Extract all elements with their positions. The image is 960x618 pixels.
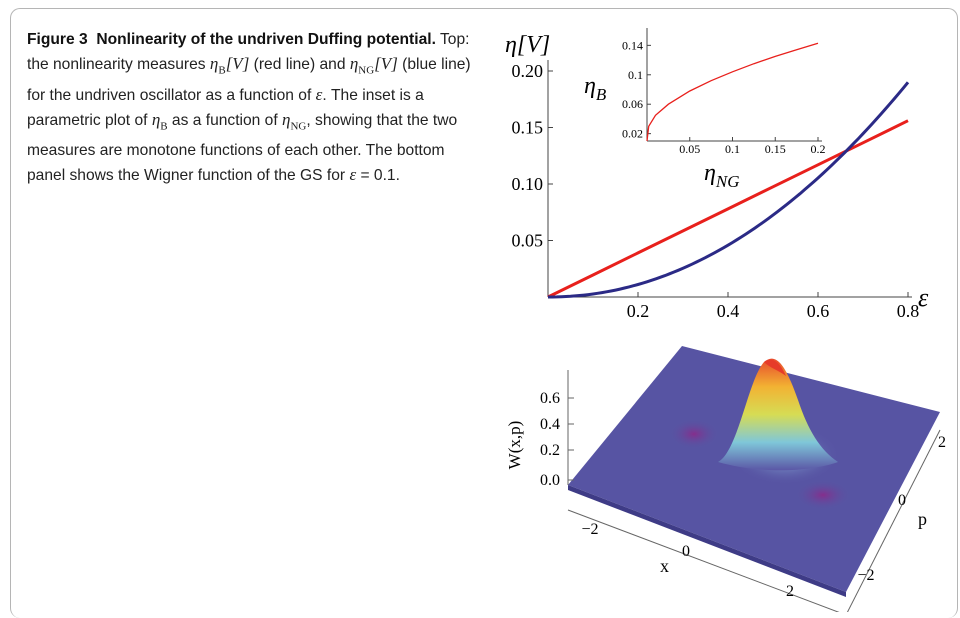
wigner-plabel: p [918, 509, 927, 529]
wigner-dip-right [795, 480, 851, 510]
inset-series-line [646, 42, 819, 142]
inset-axes [646, 28, 822, 142]
wigner-3d-plot: 0.0 0.2 0.4 0.6 W(x,p) −2 0 2 x 2 0 −2 p [505, 346, 946, 612]
inset-xtick-label: 0.05 [679, 142, 700, 156]
figure-caption: Figure 3 Nonlinearity of the undriven Du… [27, 28, 482, 188]
caption-text-3: (blue line) for the undriven oscillator … [27, 55, 471, 104]
inset-xlabel: ηNG [704, 160, 740, 191]
wigner-zlabel: W(x,p) [505, 421, 524, 470]
wigner-ptick-label: −2 [857, 567, 874, 584]
inset-ylabel: ηB [584, 73, 607, 104]
symbol-eta-b: ηB[V] [209, 53, 250, 77]
inset-ytick-label: 0.06 [622, 97, 643, 111]
wigner-ztick-label: 0.4 [540, 416, 560, 433]
wigner-ptick-label: 0 [898, 492, 906, 509]
main-xtick-label: 0.4 [717, 301, 740, 321]
series-line-eta-ng [548, 81, 910, 299]
figure-label: Figure 3 [27, 31, 88, 48]
inset-ytick-label: 0.1 [628, 68, 643, 82]
wigner-dip-left [669, 419, 719, 449]
wigner-ptick-label: 2 [938, 434, 946, 451]
inset-xtick-label: 0.15 [765, 142, 786, 156]
symbol-epsilon: ε [315, 84, 323, 104]
inset-xtick-label: 0.1 [725, 142, 740, 156]
caption-text-4: . The inset is a parametric plot of [27, 86, 424, 129]
main-xtick-label: 0.6 [807, 301, 830, 321]
caption-text-1: Top: the nonlinearity measures [27, 31, 470, 73]
caption-text-2: (red line) and [249, 55, 350, 73]
caption-text-6: , showing that the two measures are mono… [27, 111, 458, 184]
main-ylabel: η[V] [505, 32, 550, 58]
main-axes [547, 60, 912, 298]
figure-title: Nonlinearity of the undriven Duffing pot… [96, 31, 436, 48]
inset-xtick-label: 0.2 [811, 142, 826, 156]
wigner-ztick-label: 0.0 [540, 472, 560, 489]
top-chart: 0.05 0.10 0.15 0.20 0.2 0.4 0.6 0.8 η[V] ε 0.0… [505, 28, 929, 321]
wigner-xtick-label: −2 [581, 521, 598, 538]
main-xtick-label: 0.2 [627, 301, 650, 321]
wigner-xlabel: x [660, 556, 669, 576]
main-xtick-label: 0.8 [897, 301, 920, 321]
wigner-xtick-label: 0 [682, 543, 690, 560]
caption-text-7: = 0.1. [356, 166, 400, 184]
symbol-eta-ng-2: ηNG [282, 109, 307, 133]
inset-ytick-label: 0.02 [622, 127, 643, 141]
wigner-peak [718, 358, 838, 471]
main-xlabel: ε [918, 283, 929, 312]
figure-frame [10, 8, 958, 618]
caption-text-5: as a function of [167, 111, 283, 129]
symbol-eta-b-2: ηB [151, 109, 168, 133]
wigner-ztick-label: 0.2 [540, 442, 560, 459]
main-ytick-label: 0.05 [512, 231, 544, 251]
inset-ytick-label: 0.14 [622, 38, 643, 52]
main-ytick-label: 0.15 [512, 118, 544, 138]
main-ytick-label: 0.20 [512, 61, 544, 81]
wigner-ztick-label: 0.6 [540, 390, 560, 407]
wigner-xtick-label: 2 [786, 583, 794, 600]
symbol-eta-ng: ηNG[V] [349, 53, 398, 77]
main-ytick-label: 0.10 [512, 174, 544, 194]
symbol-epsilon-2: ε [349, 164, 357, 184]
